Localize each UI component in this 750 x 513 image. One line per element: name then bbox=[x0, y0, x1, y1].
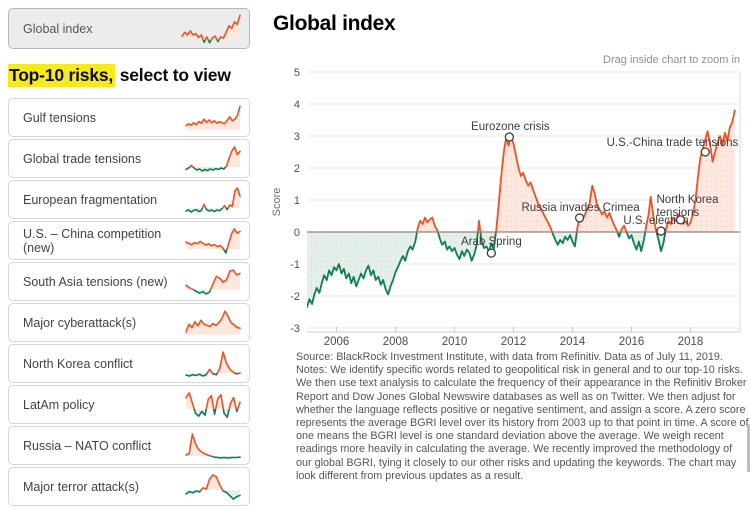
y-axis-title: Score bbox=[271, 188, 283, 217]
y-tick-label: -2 bbox=[290, 291, 300, 303]
sidebar-item-label: Global trade tensions bbox=[23, 151, 142, 166]
page-title: Global index bbox=[273, 12, 396, 35]
x-tick-label: 2008 bbox=[383, 336, 409, 348]
annotation-russia-invades-crimea: Russia invades Crimea bbox=[521, 202, 640, 223]
y-tick-label: 5 bbox=[294, 67, 300, 79]
zoom-hint: Drag inside chart to zoom in bbox=[603, 54, 740, 66]
annotation-us-election: U.S. election bbox=[623, 215, 689, 236]
annotation-marker-north-korea-tensions bbox=[675, 215, 686, 225]
x-tick-label: 2014 bbox=[560, 336, 586, 348]
european-fragmentation-sparkline bbox=[185, 186, 241, 213]
top10-heading-highlight: Top-10 risks, bbox=[8, 64, 116, 87]
annotation-label: tensions bbox=[656, 207, 699, 219]
sidebar-item-major-cyberattacks[interactable]: Major cyberattack(s) bbox=[8, 303, 250, 342]
annotation-label: U.S.-China trade tensions bbox=[607, 137, 739, 149]
risk-list: Gulf tensions Global trade tensions Europe… bbox=[8, 98, 250, 506]
latam-policy-sparkline bbox=[185, 391, 241, 418]
major-terror-attacks-sparkline bbox=[185, 473, 241, 500]
y-tick-label: -1 bbox=[290, 259, 300, 271]
russia-nato-conflict-sparkline bbox=[185, 432, 241, 459]
annotation-marker-russia-invades-crimea bbox=[574, 213, 585, 223]
annotation-arab-spring: Arab Spring bbox=[461, 236, 522, 258]
annotation-marker-us-china-trade-tensions bbox=[700, 147, 710, 157]
major-cyberattacks-sparkline bbox=[185, 309, 241, 335]
global-index-chart[interactable]: 5 4 3 2 1 0 -1 -2 -3 2006 2008 2010 2012 2014 2016 2018… bbox=[270, 55, 750, 355]
y-tick-label: 0 bbox=[294, 227, 300, 239]
risk-sidebar: Global index Top-10 risks, select to vie… bbox=[8, 8, 250, 506]
y-tick-label: -3 bbox=[290, 323, 300, 335]
annotation-label: Arab Spring bbox=[461, 236, 522, 248]
annotation-label: North Korea bbox=[656, 194, 719, 206]
sidebar-item-label: Global index bbox=[23, 21, 93, 36]
annotation-marker-eurozone-crisis bbox=[504, 132, 515, 142]
sidebar-item-label: Gulf tensions bbox=[23, 110, 96, 125]
sidebar-item-label: Major terror attack(s) bbox=[23, 479, 139, 494]
annotation-label: Russia invades Crimea bbox=[521, 202, 640, 214]
annotation-marker-arab-spring bbox=[486, 248, 497, 258]
sidebar-item-label: U.S. – China competition (new) bbox=[23, 226, 162, 255]
sidebar-item-european-fragmentation[interactable]: European fragmentation bbox=[8, 180, 250, 219]
annotation-us-china-trade-tensions: U.S.-China trade tensions bbox=[607, 137, 739, 157]
annotation-label: U.S. election bbox=[623, 215, 688, 227]
us-china-competition-sparkline bbox=[185, 227, 241, 254]
sidebar-item-latam-policy[interactable]: LatAm policy bbox=[8, 385, 250, 424]
y-tick-label: 1 bbox=[294, 195, 300, 207]
sidebar-item-label: North Korea conflict bbox=[23, 356, 133, 371]
sidebar-item-label: LatAm policy bbox=[23, 397, 95, 412]
x-tick-label: 2010 bbox=[442, 336, 468, 348]
scrollbar-thumb[interactable] bbox=[747, 424, 750, 472]
top10-heading-rest: select to view bbox=[115, 65, 231, 85]
sidebar-item-north-korea-conflict[interactable]: North Korea conflict bbox=[8, 344, 250, 383]
sidebar-item-major-terror-attacks[interactable]: Major terror attack(s) bbox=[8, 467, 250, 506]
x-tick-label: 2012 bbox=[501, 336, 527, 348]
x-tick-label: 2006 bbox=[324, 336, 350, 348]
sidebar-item-label: Major cyberattack(s) bbox=[23, 315, 137, 330]
top10-heading: Top-10 risks, select to view bbox=[8, 64, 250, 87]
sidebar-item-label: European fragmentation bbox=[23, 192, 158, 207]
sidebar-item-gulf-tensions[interactable]: Gulf tensions bbox=[8, 98, 250, 137]
annotation-eurozone-crisis: Eurozone crisis bbox=[471, 121, 550, 142]
annotation-marker-us-election bbox=[656, 226, 666, 236]
global-index-sparkline bbox=[181, 13, 241, 44]
south-asia-tensions-sparkline bbox=[185, 268, 241, 295]
sidebar-item-south-asia-tensions[interactable]: South Asia tensions (new) bbox=[8, 262, 250, 301]
gulf-tensions-sparkline bbox=[185, 104, 241, 130]
sidebar-item-russia-nato-conflict[interactable]: Russia – NATO conflict bbox=[8, 426, 250, 465]
sidebar-item-label: Russia – NATO conflict bbox=[23, 438, 152, 453]
annotation-label: Eurozone crisis bbox=[471, 121, 550, 133]
chart-panel: Global index Drag inside chart to zoom i… bbox=[270, 0, 750, 513]
sidebar-item-global-trade-tensions[interactable]: Global trade tensions bbox=[8, 139, 250, 178]
y-tick-label: 2 bbox=[294, 163, 300, 175]
y-tick-label: 4 bbox=[294, 99, 300, 111]
sidebar-item-global-index[interactable]: Global index bbox=[8, 8, 250, 49]
y-tick-label: 3 bbox=[294, 131, 300, 143]
source-note: Source: BlackRock Investment Institute, … bbox=[296, 351, 749, 482]
x-tick-label: 2016 bbox=[619, 336, 645, 348]
x-tick-label: 2018 bbox=[678, 336, 704, 348]
sidebar-item-label: South Asia tensions (new) bbox=[23, 274, 168, 289]
sidebar-item-us-china-competition[interactable]: U.S. – China competition (new) bbox=[8, 221, 250, 260]
north-korea-conflict-sparkline bbox=[185, 350, 241, 377]
global-trade-tensions-sparkline bbox=[185, 145, 241, 172]
